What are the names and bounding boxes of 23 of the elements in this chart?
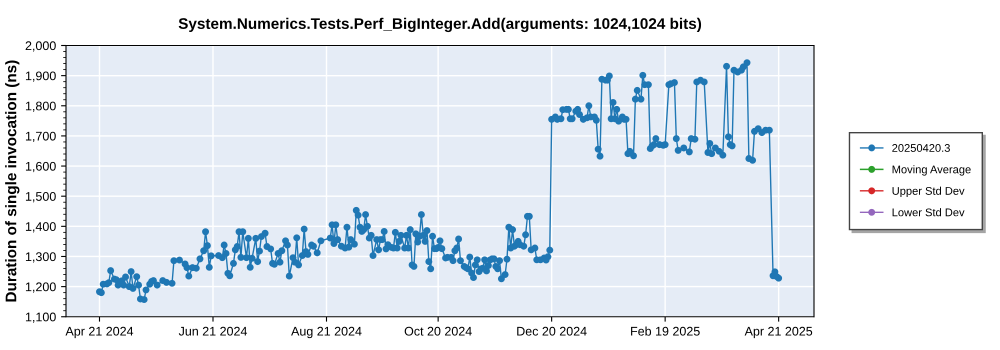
y-tick-label: 1,400 (26, 222, 56, 232)
y-tick-label: 1,900 (26, 71, 56, 82)
x-tick-label: Oct 20 2024 (404, 326, 472, 336)
y-tick-label: 1,700 (26, 132, 56, 142)
y-axis-title: Duration of single invocation (ns) (5, 60, 20, 302)
y-tick-label: 1,200 (26, 282, 56, 293)
x-tick-label: Aug 21 2024 (291, 326, 362, 338)
x-tick-label: Apr 21 2024 (65, 326, 134, 338)
legend-label: Upper Std Dev (892, 186, 965, 198)
x-tick-label: Apr 21 2025 (744, 326, 812, 338)
x-tick-label: Dec 20 2024 (517, 326, 587, 336)
legend-label: Lower Std Dev (892, 208, 965, 216)
y-tick-label: 1,600 (26, 162, 56, 172)
y-tick-label: 1,500 (26, 192, 56, 202)
y-tick-label: 1,100 (26, 312, 56, 323)
legend-label: Moving Average (892, 165, 971, 176)
y-tick-label: 1,300 (26, 252, 56, 263)
x-tick-label: Jun 21 2024 (178, 326, 248, 336)
legend-label: 20250420.3 (892, 144, 950, 152)
y-tick-label: 2,000 (26, 41, 56, 52)
x-tick-label: Feb 19 2025 (631, 326, 700, 336)
y-tick-label: 1,800 (26, 102, 56, 112)
chart-title: System.Numerics.Tests.Perf_BigInteger.Add(arguments: 1024,1024 bits) (178, 18, 702, 32)
